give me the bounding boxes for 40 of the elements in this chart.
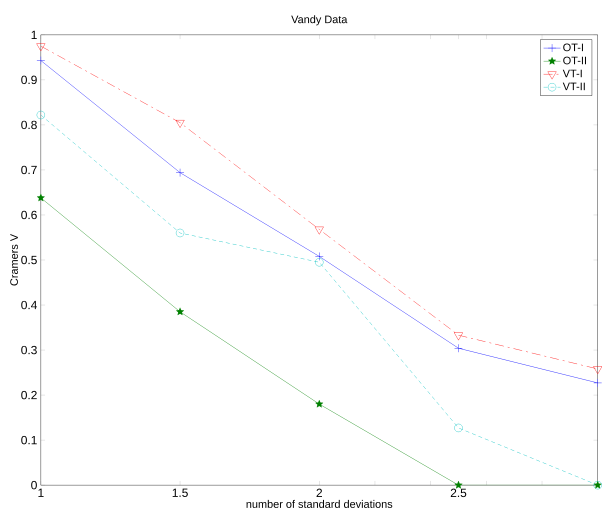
y-tick-label: 0.4: [21, 300, 37, 310]
y-tick-label: 0.8: [21, 120, 37, 130]
y-tick-label: 0.6: [21, 210, 37, 220]
x-axis-title: number of standard deviations: [246, 500, 392, 508]
y-tick-label: 0.5: [21, 256, 37, 264]
point: [315, 258, 324, 266]
x-tick-label: 2.5: [450, 488, 466, 498]
chart-title: Vandy Data: [291, 15, 348, 26]
point: [36, 110, 46, 120]
y-tick-label: 0.2: [21, 390, 37, 400]
point: [36, 194, 45, 202]
point: [315, 400, 324, 408]
point: [593, 366, 602, 374]
point: [454, 480, 462, 489]
point: [314, 226, 324, 235]
legend-label: VT-I: [562, 70, 582, 78]
point: [36, 56, 46, 65]
legend-label: VT-II: [562, 82, 585, 90]
point: [176, 120, 185, 128]
point: [315, 252, 324, 261]
y-tick-label: 1: [32, 30, 37, 39]
y-tick-label: 0.1: [21, 436, 37, 444]
point: [176, 228, 184, 238]
legend-label: OT-I: [563, 44, 583, 52]
y-tick-label: 0.3: [21, 346, 37, 354]
x-tick-label: 1.5: [172, 488, 188, 497]
y-tick-label: 0.7: [21, 166, 37, 174]
point: [176, 308, 184, 316]
point: [176, 168, 184, 177]
y-axis-title: Cramers V: [10, 234, 18, 286]
point: [454, 424, 463, 432]
legend-label: OT-II: [563, 56, 586, 64]
point: [36, 43, 46, 52]
y-tick-label: 0.9: [21, 76, 37, 84]
point: [454, 332, 463, 340]
x-tick-label: 2: [316, 488, 322, 497]
x-tick-label: 1: [38, 488, 44, 497]
point: [454, 344, 463, 352]
y-tick-label: 0: [31, 480, 37, 490]
point: [594, 378, 602, 388]
